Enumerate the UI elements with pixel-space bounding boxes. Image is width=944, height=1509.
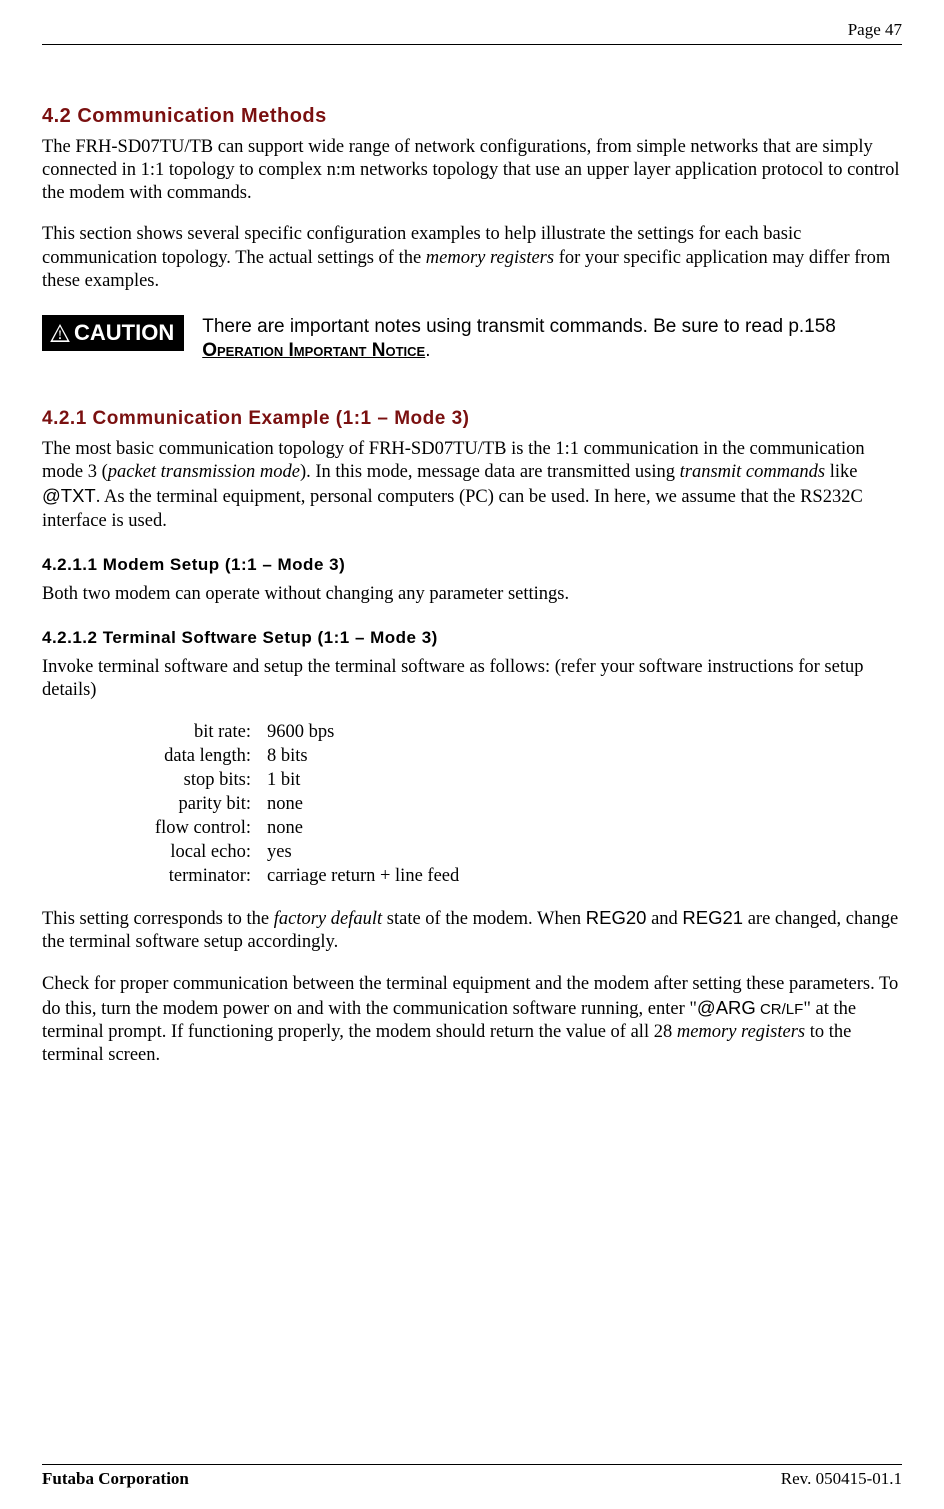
caution-badge: CAUTION (42, 315, 184, 351)
settings-value: yes (267, 840, 292, 864)
section-4-2-para2: This section shows several specific conf… (42, 223, 902, 292)
settings-value: 8 bits (267, 744, 308, 768)
settings-label: local echo: (42, 840, 267, 864)
page-number: Page 47 (848, 20, 902, 39)
section-4-2-1-para1: The most basic communication topology of… (42, 438, 902, 533)
section-4-2-1-2-para2: This setting corresponds to the factory … (42, 906, 902, 954)
settings-row: bit rate: 9600 bps (42, 720, 902, 744)
settings-row: local echo: yes (42, 840, 902, 864)
settings-value: 9600 bps (267, 720, 334, 744)
section-4-2-1-2-para3: Check for proper communication between t… (42, 973, 902, 1068)
settings-row: terminator: carriage return + line feed (42, 864, 902, 888)
page: Page 47 4.2 Communication Methods The FR… (0, 0, 944, 1509)
footer-revision: Rev. 050415-01.1 (781, 1469, 902, 1489)
caution-label: CAUTION (74, 320, 174, 346)
footer-company: Futaba Corporation (42, 1469, 189, 1489)
section-4-2-para1: The FRH-SD07TU/TB can support wide range… (42, 136, 902, 205)
section-4-2-1-heading: 4.2.1 Communication Example (1:1 – Mode … (42, 408, 902, 430)
settings-table: bit rate: 9600 bps data length: 8 bits s… (42, 720, 902, 888)
settings-label: bit rate: (42, 720, 267, 744)
section-4-2-1-1-heading: 4.2.1.1 Modem Setup (1:1 – Mode 3) (42, 555, 902, 575)
settings-value: carriage return + line feed (267, 864, 459, 888)
page-header: Page 47 (42, 20, 902, 45)
settings-value: none (267, 816, 303, 840)
page-footer: Futaba Corporation Rev. 050415-01.1 (42, 1464, 902, 1489)
section-4-2-1-1-para1: Both two modem can operate without chang… (42, 583, 902, 606)
settings-label: data length: (42, 744, 267, 768)
settings-row: parity bit: none (42, 792, 902, 816)
caution-block: CAUTION There are important notes using … (42, 315, 902, 364)
settings-value: none (267, 792, 303, 816)
warning-icon (50, 324, 70, 342)
settings-value: 1 bit (267, 768, 300, 792)
section-4-2-heading: 4.2 Communication Methods (42, 105, 902, 128)
settings-row: data length: 8 bits (42, 744, 902, 768)
section-4-2-1-2-para1: Invoke terminal software and setup the t… (42, 656, 902, 702)
settings-row: stop bits: 1 bit (42, 768, 902, 792)
caution-text: There are important notes using transmit… (202, 315, 902, 364)
settings-label: flow control: (42, 816, 267, 840)
settings-label: parity bit: (42, 792, 267, 816)
settings-label: terminator: (42, 864, 267, 888)
section-4-2-1-2-heading: 4.2.1.2 Terminal Software Setup (1:1 – M… (42, 628, 902, 648)
settings-row: flow control: none (42, 816, 902, 840)
settings-label: stop bits: (42, 768, 267, 792)
